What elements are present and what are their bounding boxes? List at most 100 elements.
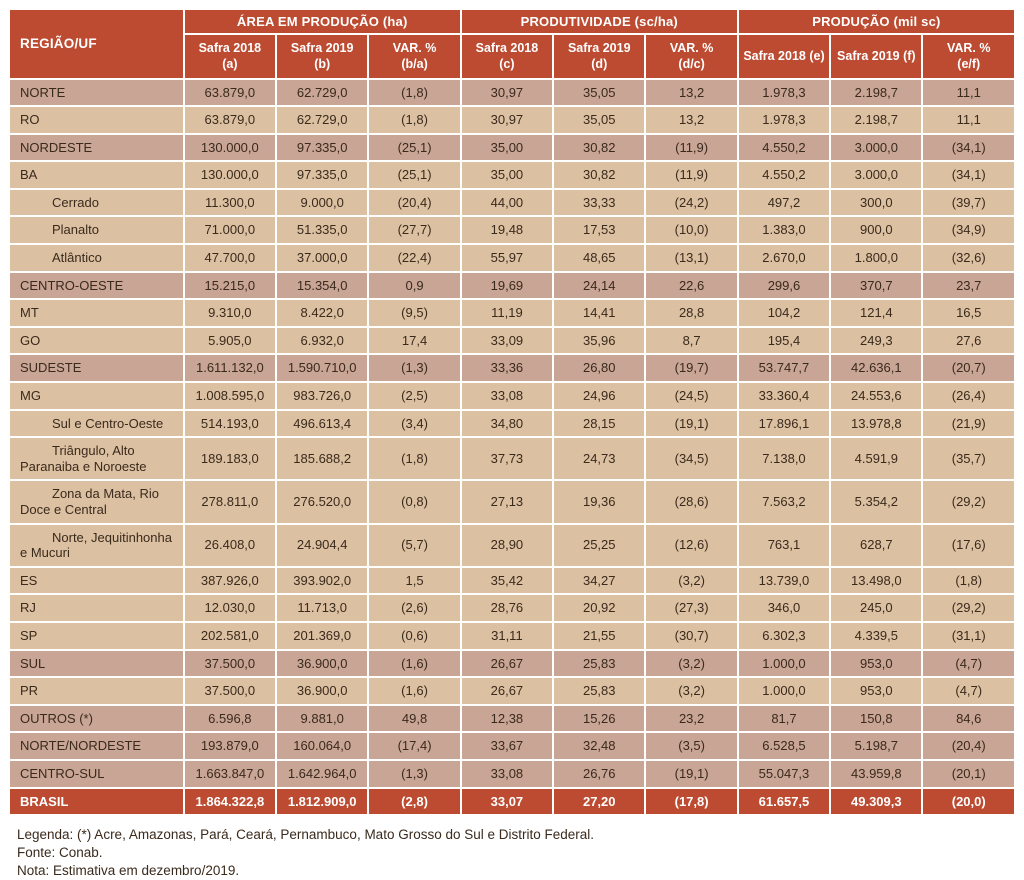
cell-value: (17,8) xyxy=(646,788,737,815)
cell-value: 1.642.964,0 xyxy=(277,760,368,787)
cell-value: 17,53 xyxy=(554,217,645,244)
cell-value: (29,2) xyxy=(923,595,1014,621)
row-label: CENTRO-SUL xyxy=(10,760,183,787)
cell-value: (1,8) xyxy=(369,79,460,106)
cell-value: 47.700,0 xyxy=(184,245,276,271)
cell-value: (4,7) xyxy=(923,650,1014,677)
row-label: Atlântico xyxy=(10,245,183,271)
col-header-line: Safra 2019 (f) xyxy=(837,49,916,64)
cell-value: (9,5) xyxy=(369,300,460,326)
cell-value: (12,6) xyxy=(646,524,737,566)
cell-value: (22,4) xyxy=(369,245,460,271)
cell-value: 249,3 xyxy=(831,327,922,354)
cell-value: 130.000,0 xyxy=(184,162,276,188)
cell-value: 983.726,0 xyxy=(277,383,368,409)
cell-value: 160.064,0 xyxy=(277,733,368,759)
row-label: BA xyxy=(10,162,183,188)
table-body: NORTE 63.879,0 62.729,0 (1,8) 30,97 35,05 13,2… xyxy=(10,79,1014,815)
cell-value: 11.300,0 xyxy=(184,189,276,216)
cell-value: (13,1) xyxy=(646,245,737,271)
col-header-line: (d/c) xyxy=(678,57,705,72)
cell-value: (10,0) xyxy=(646,217,737,244)
cell-value: (2,8) xyxy=(369,788,460,815)
cell-value: 28,8 xyxy=(646,300,737,326)
cell-value: (24,5) xyxy=(646,383,737,409)
col-header-line: VAR. % xyxy=(946,41,991,55)
col-header-line: VAR. % xyxy=(669,41,714,55)
cell-value: 202.581,0 xyxy=(184,622,276,649)
cell-value: (29,2) xyxy=(923,481,1014,523)
cell-value: 24,14 xyxy=(554,272,645,299)
cell-value: 35,42 xyxy=(461,567,553,594)
cell-value: 28,15 xyxy=(554,410,645,437)
cell-value: 53.747,7 xyxy=(738,355,830,382)
cell-value: 13.739,0 xyxy=(738,567,830,594)
row-label: SP xyxy=(10,622,183,649)
table-row: MT 9.310,0 8.422,0 (9,5) 11,19 14,41 28,8 104,2… xyxy=(10,300,1014,326)
cell-value: 3.000,0 xyxy=(831,162,922,188)
cell-value: 27,13 xyxy=(461,481,553,523)
cell-value: 1.383,0 xyxy=(738,217,830,244)
cell-value: (2,6) xyxy=(369,595,460,621)
col-header-line: Safra 2018 (e) xyxy=(743,49,825,64)
cell-value: 25,83 xyxy=(554,678,645,704)
cell-value: 13,2 xyxy=(646,79,737,106)
cell-value: 1,5 xyxy=(369,567,460,594)
cell-value: 9.310,0 xyxy=(184,300,276,326)
table-row: GO 5.905,0 6.932,0 17,4 33,09 35,96 8,7 195,4 24… xyxy=(10,327,1014,354)
table-row: CENTRO-SUL 1.663.847,0 1.642.964,0 (1,3) 33,… xyxy=(10,760,1014,787)
cell-value: (25,1) xyxy=(369,162,460,188)
cell-value: 387.926,0 xyxy=(184,567,276,594)
cell-value: 6.932,0 xyxy=(277,327,368,354)
footnote-fonte: Fonte: Conab. xyxy=(17,844,103,860)
cell-value: 27,20 xyxy=(554,788,645,815)
col-header-line: Safra 2019 xyxy=(290,41,354,55)
table-row: NORTE/NORDESTE 193.879,0 160.064,0 (17,4) 33… xyxy=(10,733,1014,759)
cell-value: 31,11 xyxy=(461,622,553,649)
cell-value: 1.663.847,0 xyxy=(184,760,276,787)
table-row: Sul e Centro-Oeste 514.193,0 496.613,4 (3,4… xyxy=(10,410,1014,437)
cell-value: 5.905,0 xyxy=(184,327,276,354)
cell-value: 6.528,5 xyxy=(738,733,830,759)
cell-value: 1.008.595,0 xyxy=(184,383,276,409)
table-row: CENTRO-OESTE 15.215,0 15.354,0 0,9 19,69 24,1… xyxy=(10,272,1014,299)
row-label: CENTRO-OESTE xyxy=(10,272,183,299)
row-label: NORTE xyxy=(10,79,183,106)
row-label: GO xyxy=(10,327,183,354)
cell-value: 185.688,2 xyxy=(277,438,368,480)
cell-value: 193.879,0 xyxy=(184,733,276,759)
cell-value: 276.520,0 xyxy=(277,481,368,523)
cell-value: 300,0 xyxy=(831,189,922,216)
cell-value: 36.900,0 xyxy=(277,678,368,704)
cell-value: 6.596,8 xyxy=(184,705,276,732)
cell-value: 17,4 xyxy=(369,327,460,354)
cell-value: 33,67 xyxy=(461,733,553,759)
cell-value: 23,2 xyxy=(646,705,737,732)
cell-value: 953,0 xyxy=(831,678,922,704)
cell-value: 121,4 xyxy=(831,300,922,326)
cell-value: 37.500,0 xyxy=(184,650,276,677)
cell-value: 1.812.909,0 xyxy=(277,788,368,815)
cell-value: 3.000,0 xyxy=(831,134,922,161)
cell-value: (3,4) xyxy=(369,410,460,437)
cell-value: 4.339,5 xyxy=(831,622,922,649)
row-label: ES xyxy=(10,567,183,594)
cell-value: (19,7) xyxy=(646,355,737,382)
table-row: Norte, Jequitinhonha e Mucuri 26.408,0 24.… xyxy=(10,524,1014,566)
cell-value: 8,7 xyxy=(646,327,737,354)
row-label: Norte, Jequitinhonha e Mucuri xyxy=(10,524,183,566)
cell-value: 11,19 xyxy=(461,300,553,326)
cell-value: 2.198,7 xyxy=(831,79,922,106)
cell-value: 13,2 xyxy=(646,107,737,133)
cell-value: (3,2) xyxy=(646,567,737,594)
table-header: REGIÃO/UF ÁREA EM PRODUÇÃO (ha) PRODUTIV… xyxy=(10,10,1014,78)
cell-value: 346,0 xyxy=(738,595,830,621)
cell-value: 37,73 xyxy=(461,438,553,480)
cell-value: 4.591,9 xyxy=(831,438,922,480)
cell-value: 27,6 xyxy=(923,327,1014,354)
cell-value: 24,73 xyxy=(554,438,645,480)
cell-value: 1.800,0 xyxy=(831,245,922,271)
cell-value: 51.335,0 xyxy=(277,217,368,244)
cell-value: (17,4) xyxy=(369,733,460,759)
cell-value: 130.000,0 xyxy=(184,134,276,161)
